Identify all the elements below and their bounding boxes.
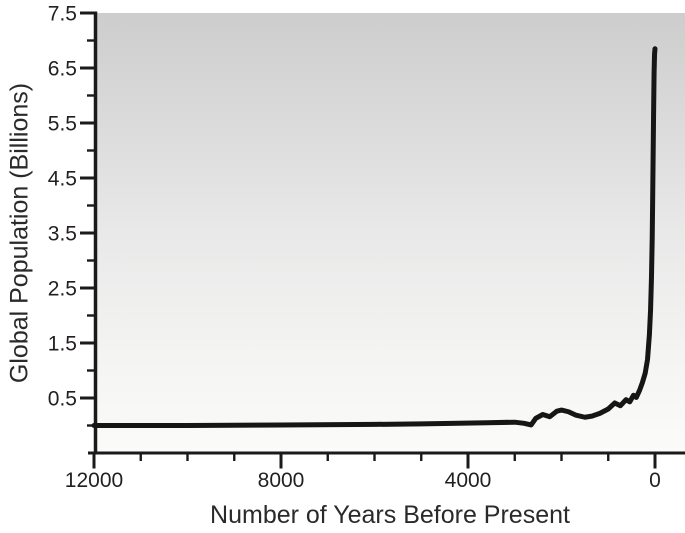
population-curve bbox=[91, 46, 658, 428]
x-tick-label: 0 bbox=[649, 469, 661, 492]
y-tick-label: 4.5 bbox=[48, 168, 77, 191]
x-tick-label: 12000 bbox=[65, 469, 123, 492]
y-tick-label: 6.5 bbox=[48, 58, 77, 81]
plot-area-background bbox=[95, 13, 685, 453]
axis-tick-labels: 0.5 1.5 2.5 3.5 4.5 5.5 6.5 7.5 12000 8000 4000 0 bbox=[48, 3, 661, 493]
x-tick-label: 8000 bbox=[258, 469, 305, 492]
y-axis-title: Global Population (Billions) bbox=[5, 82, 34, 384]
axis-ticks bbox=[80, 11, 657, 469]
x-tick-label: 4000 bbox=[445, 469, 492, 492]
y-tick-label: 7.5 bbox=[48, 3, 77, 26]
y-tick-label: 2.5 bbox=[48, 278, 77, 301]
y-tick-label: 5.5 bbox=[48, 113, 77, 136]
y-tick-label: 3.5 bbox=[48, 223, 77, 246]
y-tick-label: 0.5 bbox=[48, 388, 77, 411]
y-tick-label: 1.5 bbox=[48, 333, 77, 356]
x-axis-title: Number of Years Before Present bbox=[210, 501, 570, 529]
